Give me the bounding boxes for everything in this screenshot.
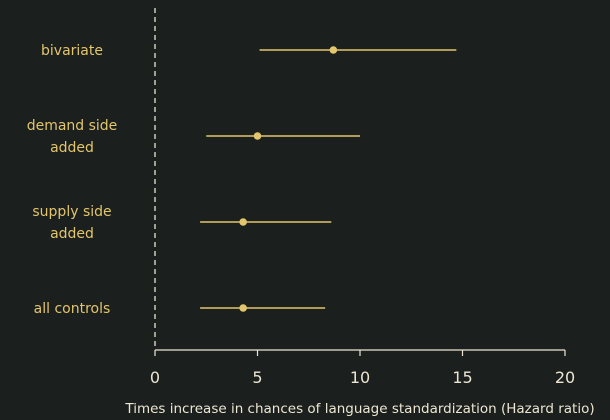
point-estimate — [253, 132, 262, 140]
x-axis-ticks: 0 5 10 15 20 — [150, 350, 575, 387]
x-tick-label: 15 — [452, 368, 472, 387]
point-estimate — [239, 304, 247, 312]
row-label: all controls — [34, 301, 111, 317]
estimate-rows: bivariate demand side added supply side adde… — [27, 43, 457, 317]
row-label: added — [50, 140, 94, 156]
point-estimate — [329, 46, 338, 54]
x-tick-label: 10 — [350, 368, 370, 387]
row-label: added — [50, 226, 94, 242]
x-tick-label: 0 — [150, 368, 160, 387]
row-label: supply side — [32, 204, 111, 220]
row-label: bivariate — [41, 43, 103, 59]
point-estimate — [239, 218, 247, 226]
x-axis-title: Times increase in chances of language st… — [124, 401, 594, 417]
x-tick-label: 5 — [252, 368, 262, 387]
x-tick-label: 20 — [555, 368, 575, 387]
row-label: demand side — [27, 118, 118, 134]
